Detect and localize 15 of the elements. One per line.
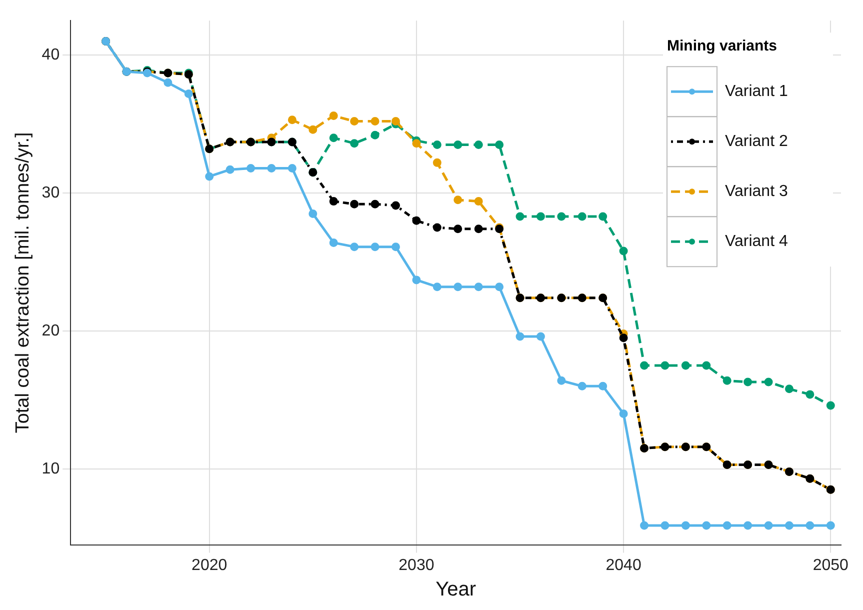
- y-tick-label: 20: [42, 322, 60, 340]
- y-tick-label: 10: [42, 460, 60, 478]
- y-tick-label: 30: [42, 184, 60, 202]
- legend-label: Variant 3: [725, 183, 788, 200]
- x-tick-label: 2050: [812, 556, 849, 574]
- x-axis-title: Year: [436, 578, 476, 601]
- legend-title: Mining variants: [667, 38, 778, 55]
- x-tick-label: 2030: [398, 556, 434, 574]
- x-tick-label: 2040: [606, 556, 642, 574]
- x-tick-label: 2020: [192, 556, 228, 574]
- legend-label: Variant 2: [725, 133, 788, 150]
- legend-label: Variant 4: [725, 233, 788, 250]
- y-axis-title: Total coal extraction [mil. tonnes/yr.]: [12, 132, 34, 434]
- y-tick-label: 40: [42, 46, 60, 64]
- legend-label: Variant 1: [725, 83, 788, 100]
